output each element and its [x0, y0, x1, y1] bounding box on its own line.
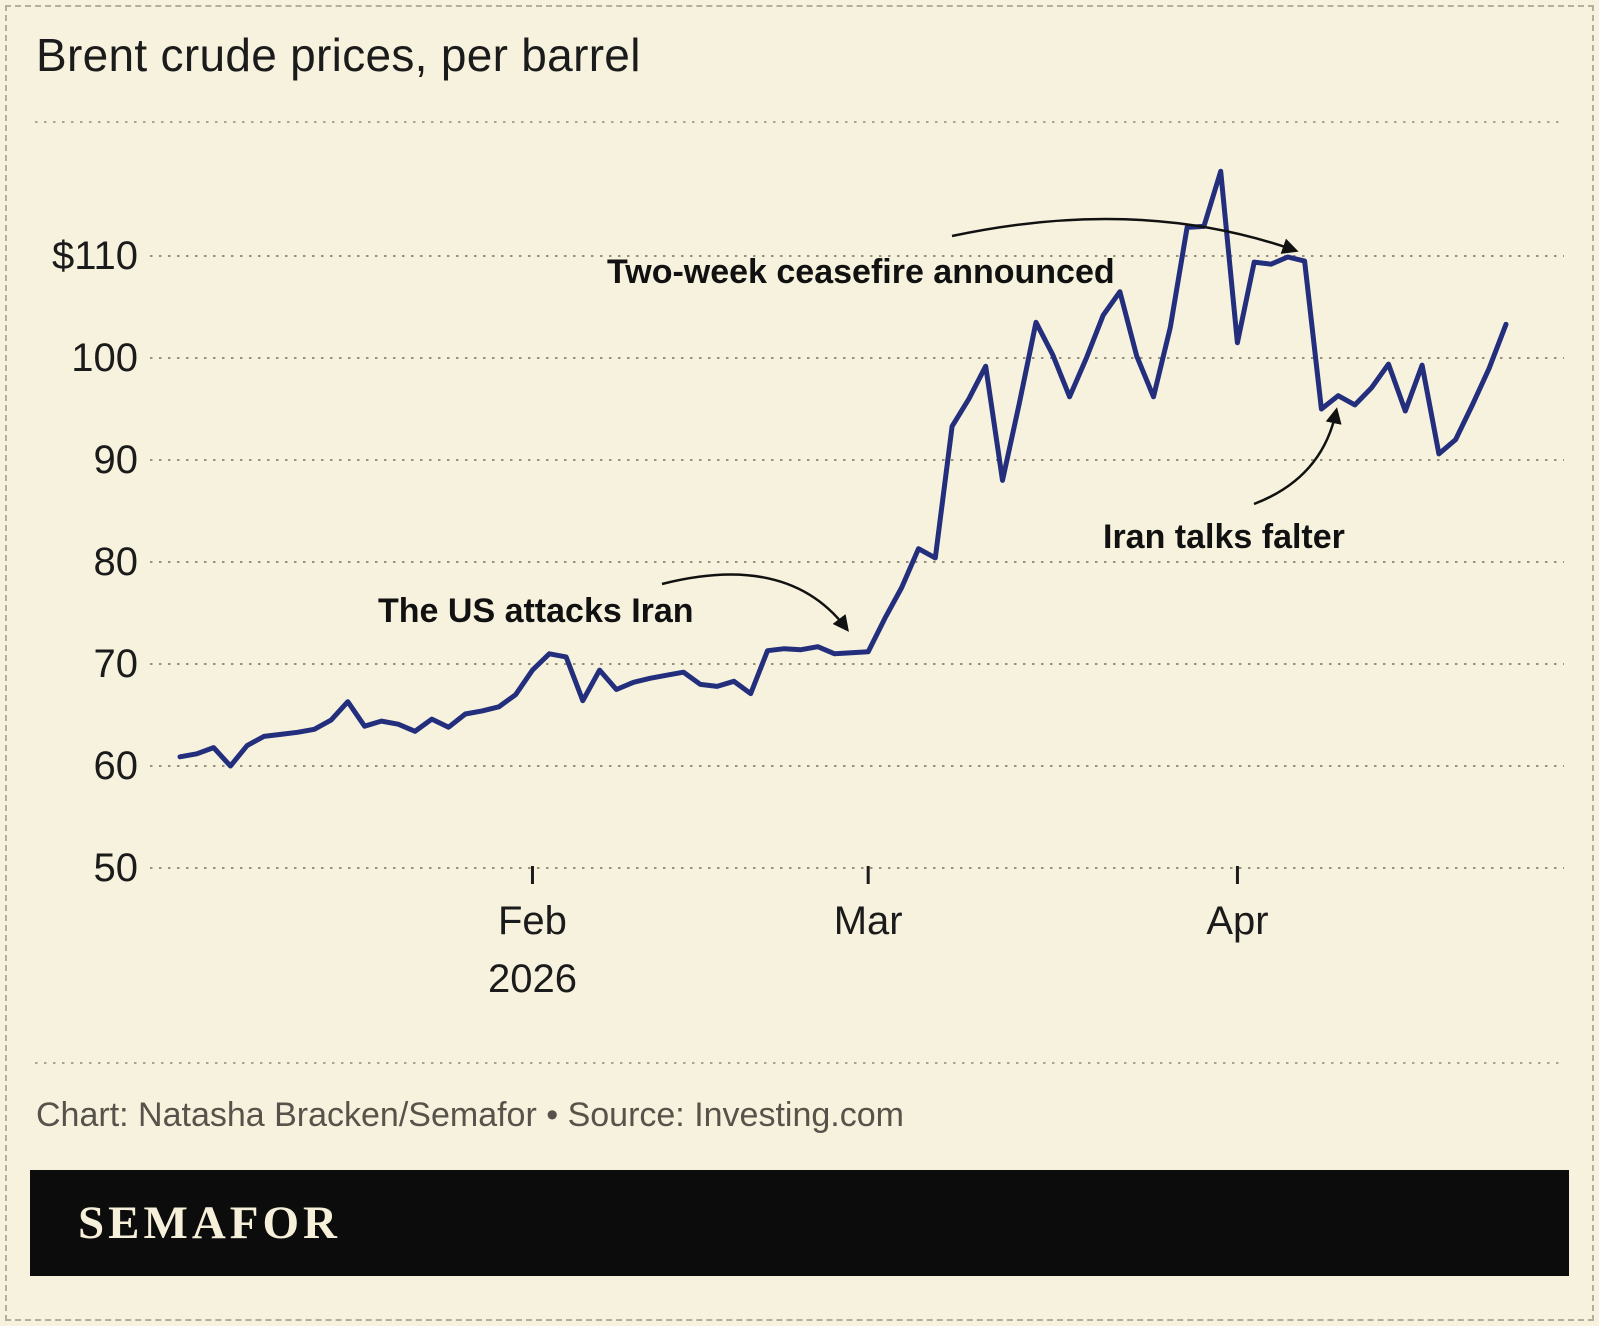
year-label: 2026	[488, 957, 577, 1001]
annotation-label: The US attacks Iran	[378, 592, 694, 630]
annotation-label: Iran talks falter	[1103, 518, 1345, 556]
x-axis-label: Feb	[498, 899, 567, 943]
annotation-arrow	[951, 217, 1299, 254]
y-axis-label: 100	[71, 336, 138, 380]
x-axis-label: Mar	[834, 899, 903, 943]
annotation-label: Two-week ceasefire announced	[607, 253, 1115, 291]
y-axis-label: 50	[94, 846, 139, 890]
y-axis-label: 80	[94, 540, 139, 584]
y-axis-label: 60	[94, 744, 139, 788]
price-line	[177, 168, 1509, 769]
chart-title: Brent crude prices, per barrel	[36, 29, 641, 81]
chart-credit: Chart: Natasha Bracken/Semafor • Source:…	[36, 1096, 904, 1134]
y-axis-label: 90	[94, 438, 139, 482]
y-axis-label: $110	[52, 234, 138, 278]
semafor-logo: SEMAFOR	[78, 1197, 341, 1249]
annotation-arrow	[1253, 407, 1342, 506]
semafor-brand-bar: SEMAFOR	[30, 1170, 1569, 1276]
x-axis-label: Apr	[1206, 899, 1268, 943]
y-axis-label: 70	[94, 642, 139, 686]
annotation-arrow	[661, 573, 849, 632]
